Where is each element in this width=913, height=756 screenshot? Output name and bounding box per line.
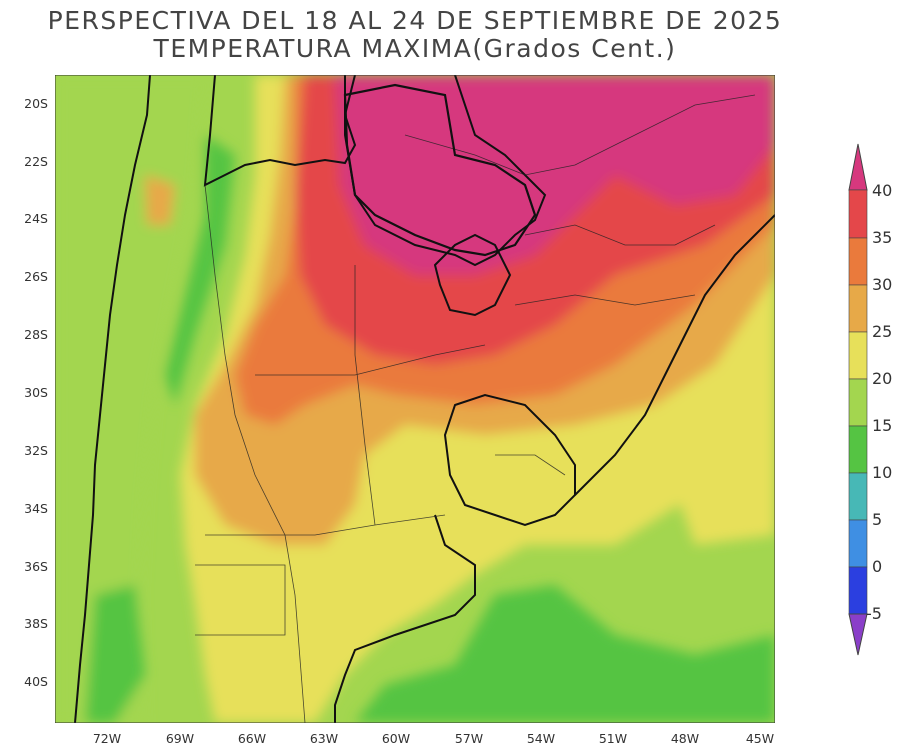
legend-label-10: 10 — [872, 463, 893, 482]
legend-label-0: 0 — [872, 557, 883, 576]
chile-argentina-border — [74, 75, 151, 723]
lat-label-20s: 20S — [24, 96, 48, 111]
legend-band-m5-0 — [848, 566, 868, 615]
argentina-atlantic-coast — [334, 514, 476, 723]
province-border-3 — [205, 514, 446, 536]
province-border-8 — [514, 294, 696, 306]
lat-label-32s: 32S — [24, 443, 48, 458]
province-border-4 — [255, 344, 486, 376]
lon-label-69w: 69W — [165, 731, 195, 746]
lon-label-72w: 72W — [92, 731, 122, 746]
temperature-map-svg — [55, 75, 775, 723]
argentina-border-north — [203, 75, 357, 187]
zone-10-15-atlantic — [355, 585, 775, 723]
paraguay-outline — [343, 83, 537, 257]
legend-label-5: 5 — [872, 510, 883, 529]
lon-label-51w: 51W — [598, 731, 628, 746]
lon-label-63w: 63W — [309, 731, 339, 746]
legend-band-30-35 — [848, 237, 868, 286]
lat-label-34s: 34S — [24, 501, 48, 516]
map-title-line-1: PERSPECTIVA DEL 18 AL 24 DE SEPTIEMBRE D… — [47, 6, 783, 35]
legend-arrow-top — [848, 143, 868, 191]
zone-10-15-andes — [165, 135, 235, 405]
lat-label-38s: 38S — [24, 616, 48, 631]
lat-label-24s: 24S — [24, 211, 48, 226]
zone-25-30-chile — [145, 175, 175, 225]
legend-label-35: 35 — [872, 228, 893, 247]
lat-label-22s: 22S — [24, 154, 48, 169]
legend-band-35-40 — [848, 189, 868, 239]
zone-above-40 — [335, 75, 775, 275]
paraguay-border — [344, 75, 547, 267]
zone-20-25-east — [655, 405, 775, 545]
lat-label-26s: 26S — [24, 269, 48, 284]
legend-band-20-25 — [848, 331, 868, 380]
lat-label-28s: 28S — [24, 327, 48, 342]
zone-10-15-south — [85, 585, 145, 723]
province-border-2 — [354, 265, 376, 526]
lat-label-40s: 40S — [24, 674, 48, 689]
lon-label-45w: 45W — [745, 731, 775, 746]
province-border-9 — [495, 454, 566, 476]
temperature-map — [55, 75, 775, 723]
lon-label-54w: 54W — [526, 731, 556, 746]
lon-label-57w: 57W — [454, 731, 484, 746]
province-border-1 — [204, 184, 306, 723]
legend-label-15: 15 — [872, 416, 893, 435]
color-legend-bar — [848, 143, 868, 656]
legend-label-25: 25 — [872, 322, 893, 341]
map-title-line-2: TEMPERATURA MAXIMA(Grados Cent.) — [153, 34, 677, 63]
lon-label-60w: 60W — [381, 731, 411, 746]
legend-label-40: 40 — [872, 181, 893, 200]
legend-band-0-5 — [848, 519, 868, 568]
legend-label-20: 20 — [872, 369, 893, 388]
province-border-7 — [524, 224, 716, 246]
legend-band-15-20 — [848, 378, 868, 427]
lat-label-30s: 30S — [24, 385, 48, 400]
legend-band-25-30 — [848, 284, 868, 333]
legend-band-10-15 — [848, 425, 868, 474]
legend-label-30: 30 — [872, 275, 893, 294]
misiones-border — [433, 233, 512, 317]
province-border-6 — [404, 94, 756, 176]
legend-arrow-bottom — [848, 613, 868, 656]
lon-label-66w: 66W — [237, 731, 267, 746]
legend-label-minus-5: -5 — [866, 604, 882, 623]
uruguay-border — [443, 393, 576, 527]
zone-15-20-andes — [55, 75, 205, 723]
lon-label-48w: 48W — [670, 731, 700, 746]
province-border-5 — [195, 564, 286, 636]
lat-label-36s: 36S — [24, 559, 48, 574]
legend-band-5-10 — [848, 472, 868, 521]
brazil-coast — [574, 214, 775, 496]
